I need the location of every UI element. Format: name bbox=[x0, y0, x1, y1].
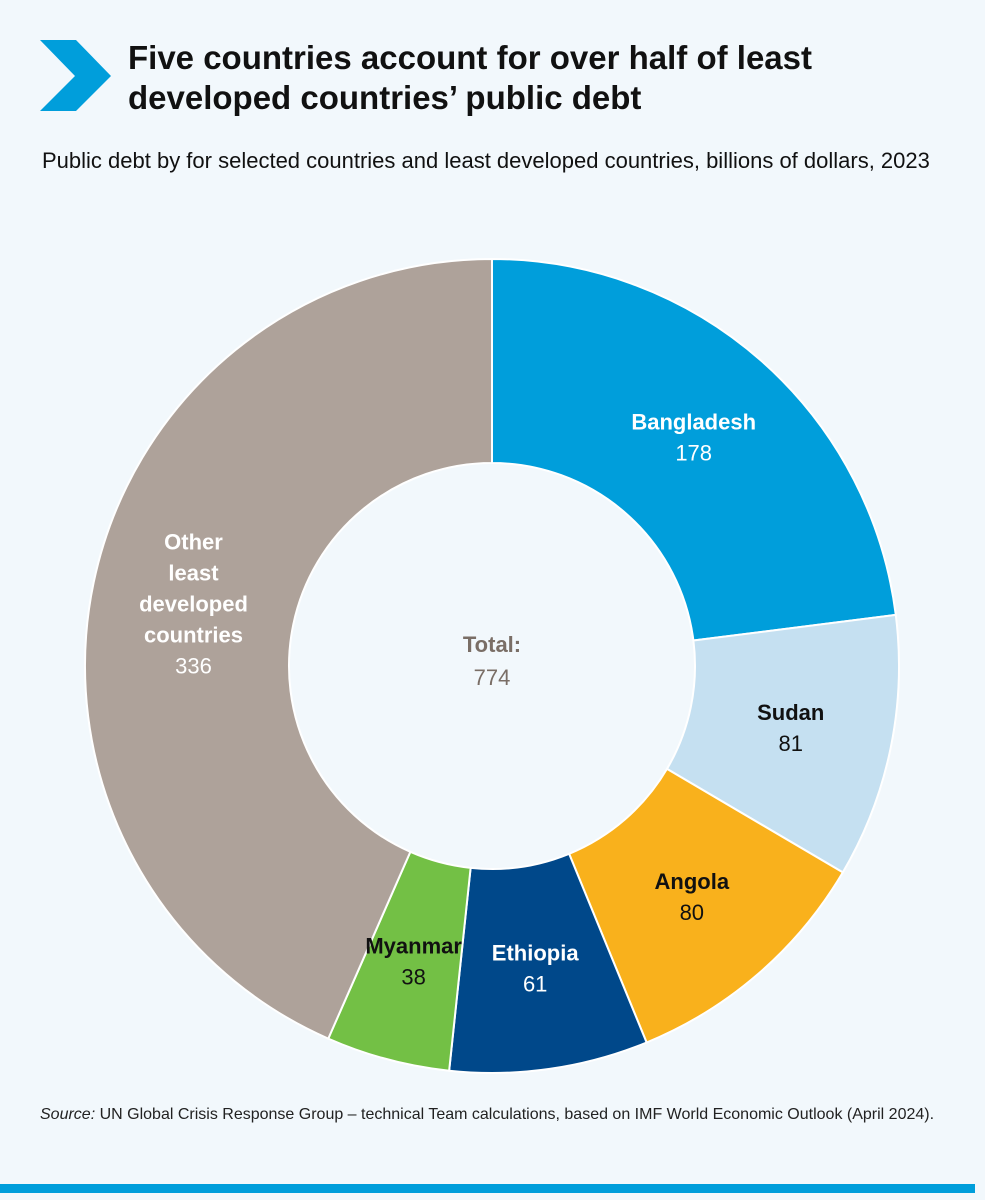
center-total-label: Total: bbox=[463, 632, 521, 657]
chevron-icon bbox=[40, 40, 111, 111]
slice-labels: Bangladesh 178 Sudan 81 Angola 80 Ethiopia 61 My… bbox=[139, 410, 824, 997]
slice-name: Sudan bbox=[757, 700, 824, 725]
slice-value: 81 bbox=[778, 731, 802, 756]
slice-value: 336 bbox=[175, 653, 212, 678]
donut-chart: Bangladesh 178 Sudan 81 Angola 80 Ethiopia 61 My… bbox=[84, 257, 900, 1074]
slice-name: Myanmar bbox=[365, 933, 462, 958]
slice-other-least-developed-countries bbox=[84, 257, 493, 1040]
page-title: Five countries account for over half of … bbox=[128, 39, 812, 116]
source-label: Source: bbox=[40, 1106, 96, 1123]
slice-value: 61 bbox=[523, 971, 547, 996]
slice-value: 38 bbox=[401, 964, 425, 989]
slice-name: Other bbox=[164, 529, 223, 554]
donut-slices bbox=[84, 257, 900, 1074]
slice-label-myanmar: Myanmar 38 bbox=[365, 933, 462, 989]
slice-value: 80 bbox=[680, 900, 704, 925]
slice-label-bangladesh: Bangladesh 178 bbox=[631, 410, 756, 466]
slice-value: 178 bbox=[675, 441, 712, 466]
chart-subtitle: Public debt by for selected countries an… bbox=[42, 148, 930, 173]
slice-bangladesh bbox=[491, 257, 897, 642]
source-text: UN Global Crisis Response Group – techni… bbox=[95, 1106, 935, 1123]
slice-name: Bangladesh bbox=[631, 410, 756, 435]
center-total-value: 774 bbox=[474, 665, 511, 690]
source-note: Source: UN Global Crisis Response Group … bbox=[40, 1104, 940, 1126]
slice-label-angola: Angola 80 bbox=[655, 869, 730, 925]
slice-name: least bbox=[168, 560, 219, 585]
slice-label-other-least-developed-countries: Other least developed countries 336 bbox=[139, 529, 248, 678]
slice-name: Angola bbox=[655, 869, 730, 894]
slice-label-sudan: Sudan 81 bbox=[757, 700, 824, 756]
bottom-accent-bar bbox=[0, 1184, 975, 1193]
slice-name: developed bbox=[139, 591, 248, 616]
slice-label-ethiopia: Ethiopia 61 bbox=[492, 940, 580, 996]
slice-name: Ethiopia bbox=[492, 940, 580, 965]
slice-name: countries bbox=[144, 622, 243, 647]
